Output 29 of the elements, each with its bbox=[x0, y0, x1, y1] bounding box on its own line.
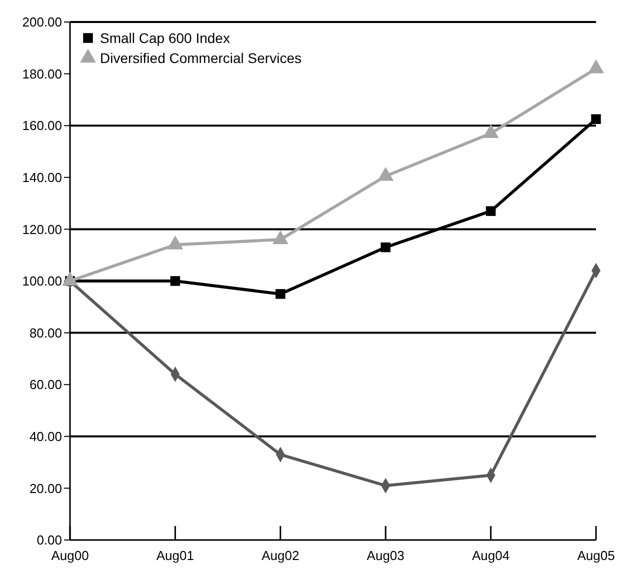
y-tick-label: 100.00 bbox=[22, 274, 62, 289]
point bbox=[272, 230, 288, 244]
point bbox=[380, 242, 390, 252]
y-tick-label: 200.00 bbox=[22, 14, 62, 30]
y-tick-label: 140.00 bbox=[22, 170, 62, 185]
point bbox=[482, 124, 499, 138]
point bbox=[378, 166, 394, 181]
y-tick-label: 40.00 bbox=[29, 428, 62, 444]
point bbox=[591, 114, 601, 124]
x-tick-label: Aug00 bbox=[51, 548, 89, 563]
point bbox=[167, 236, 184, 250]
point bbox=[276, 289, 286, 299]
y-tick-label: 180.00 bbox=[22, 66, 62, 82]
x-tick-label: Aug02 bbox=[262, 548, 300, 563]
point bbox=[486, 206, 496, 216]
x-tick-label: Aug03 bbox=[366, 548, 404, 563]
y-tick-label: 80.00 bbox=[29, 325, 62, 340]
x-tick-label: Aug01 bbox=[156, 548, 194, 563]
legend-label: Small Cap 600 Index bbox=[100, 30, 230, 46]
x-tick-label: Aug05 bbox=[577, 548, 615, 563]
y-tick-label: 0.00 bbox=[36, 532, 62, 548]
point bbox=[588, 59, 604, 74]
y-tick-label: 120.00 bbox=[22, 222, 62, 237]
y-tick-label: 20.00 bbox=[29, 480, 62, 496]
x-tick-label: Aug04 bbox=[472, 548, 510, 563]
y-tick-label: 160.00 bbox=[22, 118, 62, 134]
point bbox=[170, 276, 180, 286]
y-tick-label: 60.00 bbox=[29, 377, 62, 392]
legend-label: Diversified Commercial Services bbox=[100, 50, 302, 66]
